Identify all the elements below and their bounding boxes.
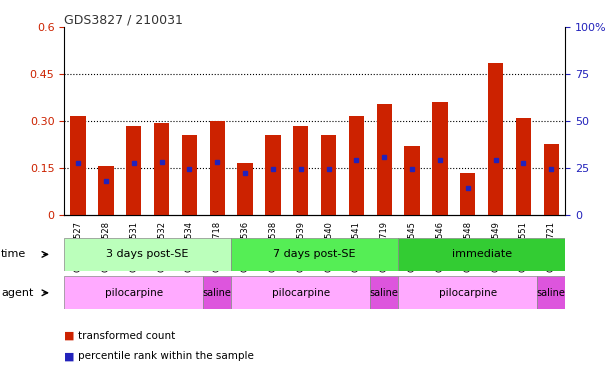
Bar bbox=[98, 166, 114, 215]
Text: pilocarpine: pilocarpine bbox=[272, 288, 330, 298]
Text: time: time bbox=[1, 249, 26, 260]
Bar bbox=[231, 276, 370, 309]
Bar bbox=[349, 116, 364, 215]
Text: 3 days post-SE: 3 days post-SE bbox=[106, 249, 189, 260]
Bar bbox=[516, 118, 531, 215]
Bar bbox=[488, 63, 503, 215]
Bar bbox=[293, 126, 309, 215]
Text: saline: saline bbox=[537, 288, 566, 298]
Bar bbox=[404, 146, 420, 215]
Bar bbox=[181, 135, 197, 215]
Bar bbox=[265, 135, 280, 215]
Bar bbox=[126, 126, 141, 215]
Bar bbox=[64, 276, 203, 309]
Bar bbox=[376, 104, 392, 215]
Bar bbox=[432, 102, 448, 215]
Text: GDS3827 / 210031: GDS3827 / 210031 bbox=[64, 13, 183, 26]
Bar bbox=[203, 276, 231, 309]
Text: pilocarpine: pilocarpine bbox=[104, 288, 163, 298]
Text: percentile rank within the sample: percentile rank within the sample bbox=[78, 351, 254, 361]
Bar bbox=[154, 122, 169, 215]
Bar bbox=[64, 238, 231, 271]
Bar bbox=[321, 135, 336, 215]
Bar bbox=[537, 276, 565, 309]
Text: ■: ■ bbox=[64, 331, 75, 341]
Text: saline: saline bbox=[370, 288, 399, 298]
Text: saline: saline bbox=[203, 288, 232, 298]
Bar bbox=[460, 173, 475, 215]
Text: immediate: immediate bbox=[452, 249, 512, 260]
Text: ■: ■ bbox=[64, 351, 75, 361]
Text: pilocarpine: pilocarpine bbox=[439, 288, 497, 298]
Bar bbox=[210, 121, 225, 215]
Text: 7 days post-SE: 7 days post-SE bbox=[273, 249, 356, 260]
Bar bbox=[544, 144, 559, 215]
Bar bbox=[398, 238, 565, 271]
Text: transformed count: transformed count bbox=[78, 331, 175, 341]
Bar bbox=[238, 163, 253, 215]
Bar bbox=[398, 276, 537, 309]
Text: agent: agent bbox=[1, 288, 34, 298]
Bar bbox=[70, 116, 86, 215]
Bar bbox=[370, 276, 398, 309]
Bar bbox=[231, 238, 398, 271]
